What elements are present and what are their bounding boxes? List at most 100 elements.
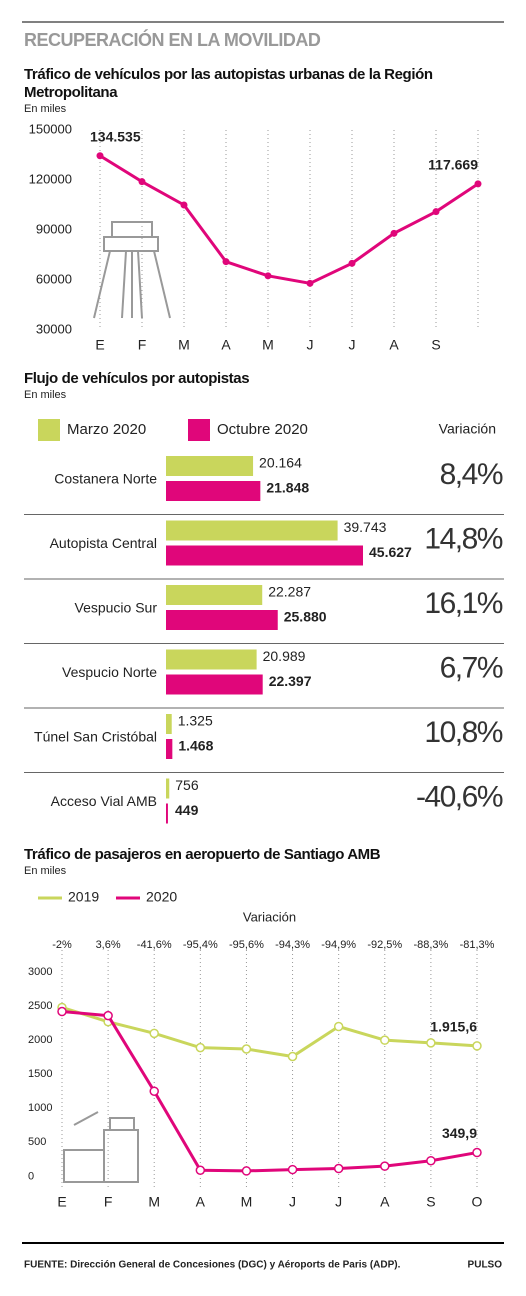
brand: PULSO [468, 1260, 503, 1271]
value-label: 45.627 [369, 544, 412, 560]
value-label: 20.164 [259, 455, 302, 471]
point [474, 180, 482, 188]
variation-label: 16,1% [424, 587, 502, 620]
x-tick-label: M [148, 1194, 160, 1210]
point [380, 1035, 390, 1045]
point [96, 152, 104, 160]
x-tick-label: M [241, 1194, 253, 1210]
row-label: Autopista Central [50, 535, 157, 551]
x-tick-label: A [380, 1194, 390, 1210]
value-label: 134.535 [90, 128, 141, 144]
legend-swatch [188, 419, 210, 441]
chart-subtitle: En miles [24, 389, 67, 401]
point [287, 1164, 298, 1175]
value-label: 756 [175, 777, 199, 793]
row-label: Vespucio Norte [62, 664, 157, 680]
bar [166, 803, 168, 824]
bar [166, 739, 173, 759]
y-tick-label: 500 [28, 1136, 46, 1148]
variation-label: -2% [52, 939, 72, 951]
y-tick-label: 30000 [36, 321, 72, 336]
value-label: 25.880 [284, 609, 327, 625]
bar [166, 520, 338, 541]
row-label: Vespucio Sur [75, 600, 158, 616]
x-tick-label: O [472, 1194, 483, 1210]
value-label: 349,9 [442, 1125, 477, 1141]
point [180, 201, 188, 209]
x-tick-label: F [104, 1194, 113, 1210]
point [380, 1161, 390, 1171]
bar [166, 545, 363, 566]
variation-label: 6,7% [440, 651, 503, 684]
header-title: RECUPERACIÓN EN LA MOVILIDAD [24, 29, 321, 50]
bar [166, 585, 263, 605]
y-tick-label: 1000 [28, 1102, 52, 1114]
variation-label: -94,9% [321, 939, 356, 951]
y-tick-label: 2500 [28, 1000, 52, 1012]
x-tick-label: E [57, 1194, 66, 1210]
point [287, 1051, 298, 1062]
point [333, 1163, 344, 1174]
value-label: 20.989 [263, 648, 306, 664]
y-tick-label: 0 [28, 1170, 34, 1182]
bar [166, 778, 170, 799]
point [222, 258, 230, 266]
variation-label: 10,8% [424, 716, 502, 749]
point [241, 1044, 252, 1054]
legend-label: 2019 [68, 889, 99, 905]
row-label: Acceso Vial AMB [51, 793, 157, 809]
legend-label: Octubre 2020 [217, 421, 308, 438]
y-tick-label: 90000 [36, 221, 72, 236]
x-tick-label: S [431, 337, 440, 353]
variation-label: 8,4% [440, 458, 503, 491]
airport-icon [63, 1111, 139, 1183]
legend-label: 2020 [146, 889, 177, 905]
point [426, 1038, 436, 1048]
legend-label: Marzo 2020 [67, 421, 146, 438]
point [306, 279, 314, 287]
x-tick-label: M [262, 337, 274, 353]
point [195, 1042, 206, 1053]
point [149, 1028, 159, 1039]
value-label: 22.397 [269, 673, 312, 689]
point [57, 1006, 67, 1017]
point [472, 1147, 482, 1158]
source: FUENTE: Dirección General de Concesiones… [24, 1260, 401, 1271]
chart-title: Flujo de vehículos por autopistas [24, 370, 250, 387]
point [264, 272, 272, 280]
variation-label: -95,6% [229, 939, 264, 951]
point [241, 1166, 252, 1176]
x-tick-label: S [426, 1194, 435, 1210]
x-tick-label: J [307, 337, 314, 353]
bar [166, 674, 263, 695]
variation-label: -41,6% [137, 939, 172, 951]
point [390, 229, 398, 237]
point [103, 1010, 113, 1021]
variation-label: -94,3% [275, 939, 310, 951]
chart-title: Tráfico de vehículos por las autopistas … [24, 66, 433, 101]
value-label: 1.325 [178, 713, 213, 729]
variation-label: -40,6% [416, 780, 503, 813]
x-tick-label: J [335, 1194, 342, 1210]
y-tick-label: 60000 [36, 271, 72, 286]
x-tick-label: A [221, 337, 231, 353]
point [472, 1041, 482, 1051]
value-label: 1.915,6 [430, 1019, 477, 1035]
y-tick-label: 1500 [28, 1068, 52, 1080]
point [149, 1086, 159, 1096]
row-label: Túnel San Cristóbal [34, 729, 157, 745]
y-tick-label: 150000 [29, 121, 72, 136]
x-tick-label: F [138, 337, 147, 353]
variation-title: Variación [243, 909, 296, 924]
bar [166, 649, 257, 670]
value-label: 449 [175, 802, 199, 818]
bar [166, 610, 278, 630]
value-label: 1.468 [178, 738, 213, 754]
series-line [61, 1006, 478, 1059]
bar [166, 456, 254, 476]
x-tick-label: A [389, 337, 399, 353]
point [333, 1021, 344, 1032]
point [432, 208, 440, 216]
